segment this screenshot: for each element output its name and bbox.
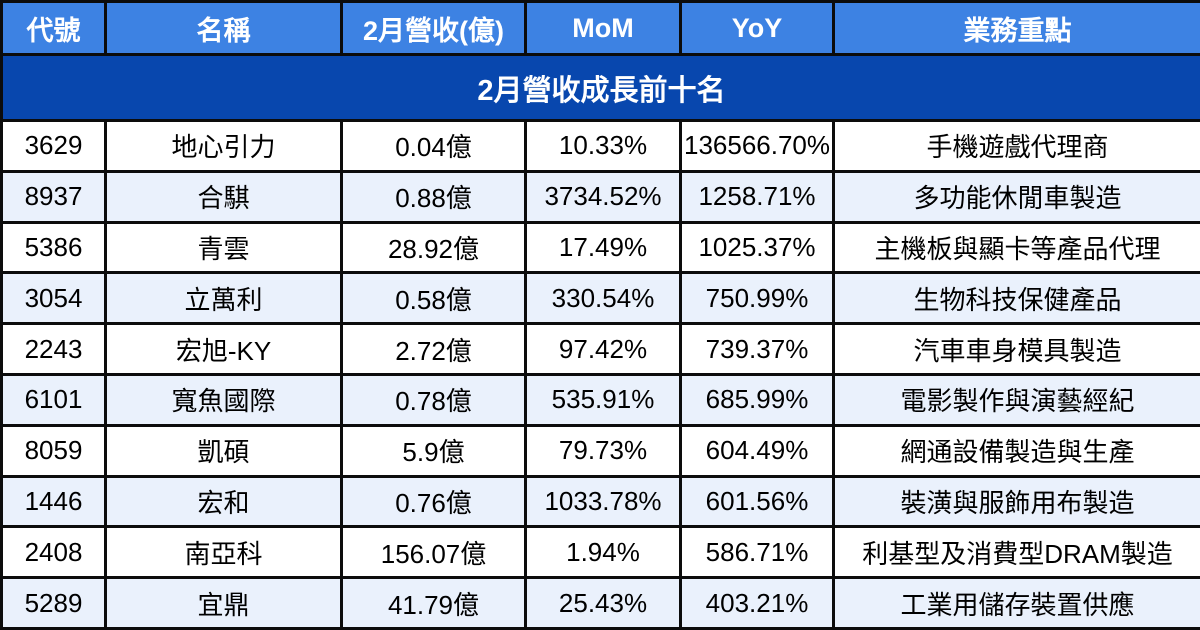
table-row: 8937 合騏 0.88億 3734.52% 1258.71% 多功能休閒車製造 xyxy=(0,169,1200,224)
table-cell-focus: 裝潢與服飾用布製造 xyxy=(832,474,1200,529)
table-cell-code: 8059 xyxy=(0,423,107,478)
table-cell-revenue: 0.76億 xyxy=(340,474,527,529)
table-cell-code: 5289 xyxy=(0,576,107,630)
table-cell-mom: 79.73% xyxy=(524,423,682,478)
table-body: 3629 地心引力 0.04億 10.33% 136566.70% 手機遊戲代理商 8937… xyxy=(0,119,1200,630)
table-row: 2408 南亞科 156.07億 1.94% 586.71% 利基型及消費型DRAM製造 xyxy=(0,525,1200,580)
column-header-name: 名稱 xyxy=(104,0,343,56)
table-cell-focus: 手機遊戲代理商 xyxy=(832,119,1200,173)
table-cell-focus: 生物科技保健產品 xyxy=(832,271,1200,326)
table-row: 5386 青雲 28.92億 17.49% 1025.37% 主機板與顯卡等產品代理 xyxy=(0,220,1200,275)
table-cell-mom: 535.91% xyxy=(524,373,682,427)
table-cell-mom: 97.42% xyxy=(524,322,682,377)
table-cell-focus: 主機板與顯卡等產品代理 xyxy=(832,220,1200,275)
table-header: 代號 名稱 2月營收(億) MoM YoY 業務重點 xyxy=(0,0,1200,56)
table-cell-yoy: 739.37% xyxy=(679,322,835,377)
table-cell-yoy: 403.21% xyxy=(679,576,835,630)
table-cell-code: 5386 xyxy=(0,220,107,275)
table-cell-name: 合騏 xyxy=(104,169,343,224)
table-cell-yoy: 136566.70% xyxy=(679,119,835,173)
table-cell-code: 3054 xyxy=(0,271,107,326)
table-cell-mom: 25.43% xyxy=(524,576,682,630)
table-cell-revenue: 0.78億 xyxy=(340,373,527,427)
table-cell-yoy: 750.99% xyxy=(679,271,835,326)
table-cell-mom: 10.33% xyxy=(524,119,682,173)
table-cell-revenue: 0.88億 xyxy=(340,169,527,224)
table-cell-code: 6101 xyxy=(0,373,107,427)
table-cell-revenue: 0.04億 xyxy=(340,119,527,173)
table-cell-name: 宏和 xyxy=(104,474,343,529)
table-cell-name: 宏旭-KY xyxy=(104,322,343,377)
table-cell-yoy: 685.99% xyxy=(679,373,835,427)
table-cell-focus: 多功能休閒車製造 xyxy=(832,169,1200,224)
table-cell-code: 2243 xyxy=(0,322,107,377)
table-cell-focus: 工業用儲存裝置供應 xyxy=(832,576,1200,630)
column-header-mom: MoM xyxy=(524,0,682,56)
table-cell-code: 2408 xyxy=(0,525,107,580)
table-cell-revenue: 2.72億 xyxy=(340,322,527,377)
table-cell-mom: 17.49% xyxy=(524,220,682,275)
table-row: 1446 宏和 0.76億 1033.78% 601.56% 裝潢與服飾用布製造 xyxy=(0,474,1200,529)
table-cell-code: 3629 xyxy=(0,119,107,173)
table-cell-mom: 1.94% xyxy=(524,525,682,580)
table-row: 8059 凱碩 5.9億 79.73% 604.49% 網通設備製造與生產 xyxy=(0,423,1200,478)
table-cell-name: 寬魚國際 xyxy=(104,373,343,427)
table-cell-yoy: 604.49% xyxy=(679,423,835,478)
table-cell-focus: 電影製作與演藝經紀 xyxy=(832,373,1200,427)
table-cell-code: 1446 xyxy=(0,474,107,529)
table-cell-revenue: 5.9億 xyxy=(340,423,527,478)
table-cell-revenue: 28.92億 xyxy=(340,220,527,275)
table-cell-revenue: 156.07億 xyxy=(340,525,527,580)
table-cell-focus: 利基型及消費型DRAM製造 xyxy=(832,525,1200,580)
table-cell-name: 地心引力 xyxy=(104,119,343,173)
header-row: 代號 名稱 2月營收(億) MoM YoY 業務重點 xyxy=(0,0,1200,56)
table-row: 6101 寬魚國際 0.78億 535.91% 685.99% 電影製作與演藝經紀 xyxy=(0,373,1200,427)
table-row: 5289 宜鼎 41.79億 25.43% 403.21% 工業用儲存裝置供應 xyxy=(0,576,1200,630)
table-cell-yoy: 1258.71% xyxy=(679,169,835,224)
table-cell-mom: 3734.52% xyxy=(524,169,682,224)
table-cell-revenue: 0.58億 xyxy=(340,271,527,326)
column-header-yoy: YoY xyxy=(679,0,835,56)
table-row: 3054 立萬利 0.58億 330.54% 750.99% 生物科技保健產品 xyxy=(0,271,1200,326)
table-cell-name: 南亞科 xyxy=(104,525,343,580)
table-cell-yoy: 586.71% xyxy=(679,525,835,580)
table-cell-name: 宜鼎 xyxy=(104,576,343,630)
page-title: 2月營收成長前十名 xyxy=(0,52,1200,123)
column-header-code: 代號 xyxy=(0,0,107,56)
table-cell-name: 青雲 xyxy=(104,220,343,275)
title-section: 2月營收成長前十名 xyxy=(0,52,1200,123)
table-cell-yoy: 601.56% xyxy=(679,474,835,529)
table-cell-mom: 330.54% xyxy=(524,271,682,326)
table-cell-focus: 網通設備製造與生產 xyxy=(832,423,1200,478)
table-cell-name: 凱碩 xyxy=(104,423,343,478)
column-header-revenue: 2月營收(億) xyxy=(340,0,527,56)
column-header-focus: 業務重點 xyxy=(832,0,1200,56)
table-cell-yoy: 1025.37% xyxy=(679,220,835,275)
title-row: 2月營收成長前十名 xyxy=(0,52,1200,123)
table-row: 2243 宏旭-KY 2.72億 97.42% 739.37% 汽車車身模具製造 xyxy=(0,322,1200,377)
table-cell-code: 8937 xyxy=(0,169,107,224)
table-cell-focus: 汽車車身模具製造 xyxy=(832,322,1200,377)
table-cell-name: 立萬利 xyxy=(104,271,343,326)
table-row: 3629 地心引力 0.04億 10.33% 136566.70% 手機遊戲代理商 xyxy=(0,119,1200,173)
table-cell-mom: 1033.78% xyxy=(524,474,682,529)
table-cell-revenue: 41.79億 xyxy=(340,576,527,630)
